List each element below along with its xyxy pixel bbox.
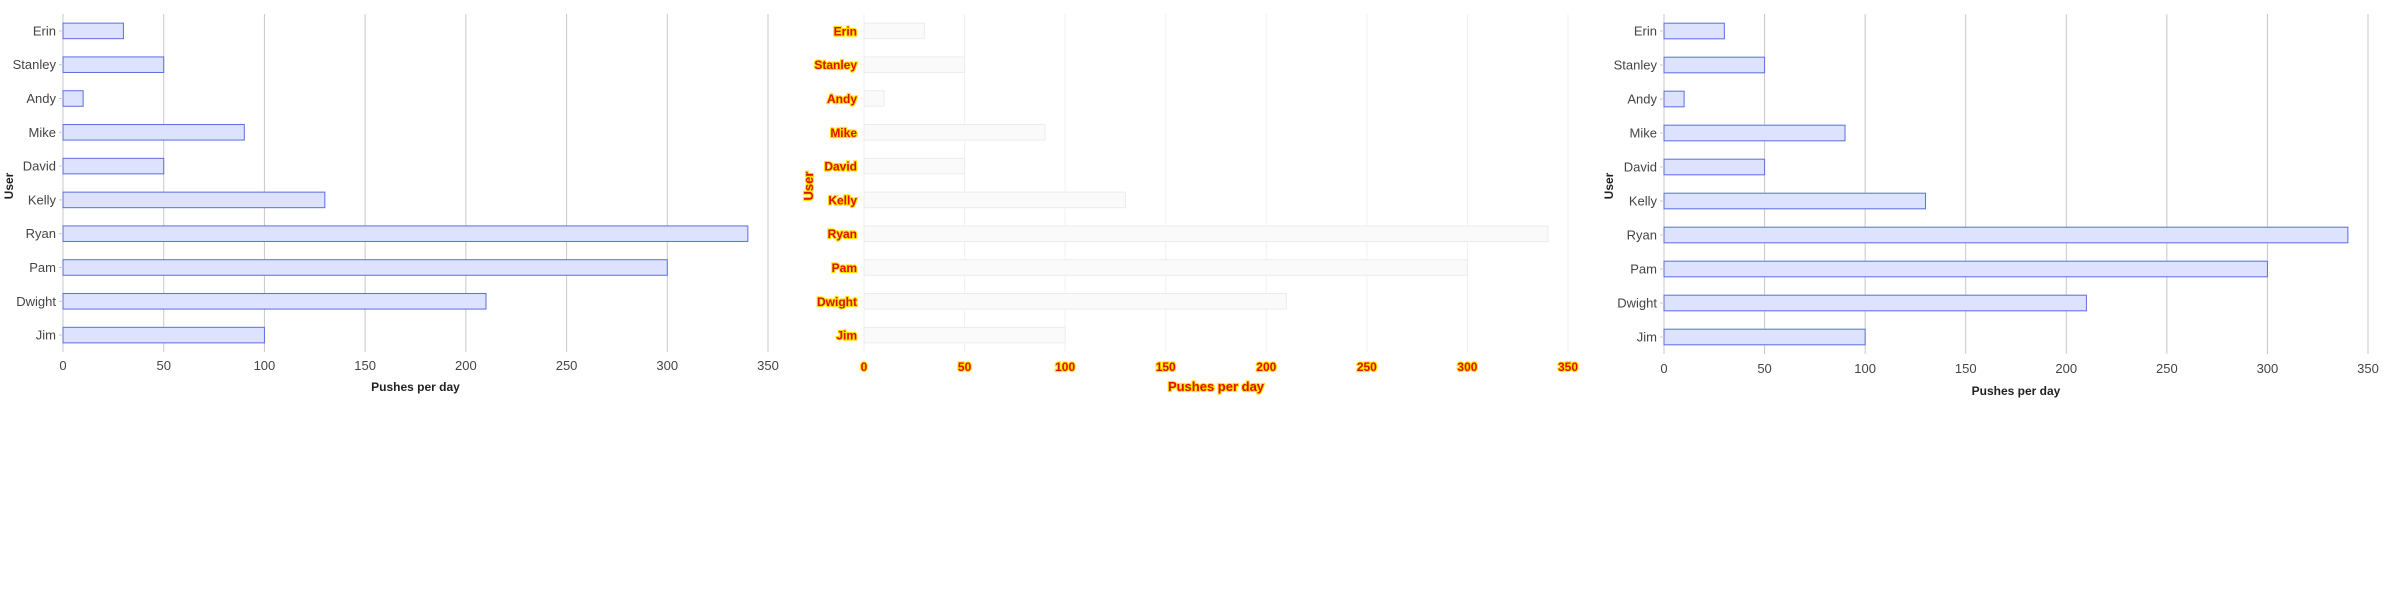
bar (62, 157, 165, 175)
bar (62, 191, 326, 209)
x-tick-label: 300 (1457, 360, 1477, 374)
category-label: Andy (26, 91, 56, 106)
x-tick-label: 150 (354, 358, 376, 373)
bar (62, 225, 749, 242)
category-label: Andy (827, 92, 857, 106)
bar (1663, 22, 1725, 40)
x-tick-label: 350 (1558, 360, 1578, 374)
pushes-chart-left: 0 50 100 150 200 250 300 350 Erin Stanley Andy Mike… (0, 0, 800, 600)
x-tick-label: 300 (656, 358, 678, 373)
category-label: Stanley (814, 58, 857, 72)
x-tick-label: 200 (455, 358, 477, 373)
bar (1663, 328, 1866, 346)
category-label: Stanley (13, 57, 57, 72)
category-label: Andy (1627, 92, 1657, 107)
x-tick-label: 150 (1955, 361, 1977, 376)
bar (863, 90, 885, 107)
chart-canvas: 0 50 100 150 200 250 300 350 Erin Stanley Andy Mike… (2, 14, 779, 394)
bar (62, 293, 487, 310)
bar (62, 56, 165, 73)
bar (1663, 260, 2268, 278)
pushes-chart-right: 0 50 100 150 200 250 300 350 Erin Stanley Andy Mike… (1600, 0, 2400, 600)
category-label: Jim (1637, 330, 1657, 345)
bar (863, 191, 1126, 209)
bar (1663, 158, 1766, 176)
bar (1663, 90, 1685, 108)
category-label: Jim (36, 328, 56, 343)
category-label: Pam (1630, 262, 1657, 277)
chart-canvas: 0 50 100 150 200 250 300 350 Erin Stanley Andy Mike… (800, 14, 1579, 395)
bar (62, 22, 124, 40)
x-tick-label: 50 (156, 358, 170, 373)
bar (1663, 226, 2349, 244)
category-label: David (824, 160, 857, 174)
x-tick-label: 50 (958, 360, 972, 374)
x-tick-label: 0 (59, 358, 66, 373)
y-axis-title: User (2, 172, 16, 199)
x-axis-title: Pushes per day (371, 380, 460, 394)
category-label: Dwight (16, 294, 56, 309)
x-tick-label: 200 (1256, 360, 1276, 374)
category-label: David (1624, 160, 1657, 175)
bar (62, 124, 245, 141)
x-tick-label: 100 (1854, 361, 1876, 376)
y-axis-title: User (1602, 172, 1616, 199)
bar (863, 225, 1549, 242)
pushes-chart-center: 0 50 100 150 200 250 300 350 Erin Stanley Andy Mike… (800, 0, 1600, 600)
x-tick-label: 300 (2257, 361, 2279, 376)
category-label: Mike (29, 125, 56, 140)
bar (863, 326, 1066, 344)
category-label: Pam (29, 260, 56, 275)
bar (863, 22, 925, 40)
x-tick-label: 0 (1660, 361, 1667, 376)
category-label: Erin (834, 24, 857, 38)
x-axis-title: Pushes per day (1168, 379, 1265, 394)
category-label: Mike (830, 126, 857, 140)
x-axis-title: Pushes per day (1972, 384, 2061, 398)
category-label: Kelly (828, 193, 857, 207)
category-label: Kelly (1629, 194, 1658, 209)
x-tick-label: 50 (1757, 361, 1771, 376)
x-tick-label: 350 (757, 358, 779, 373)
category-label: Erin (33, 23, 56, 38)
bar (62, 326, 265, 344)
x-tick-label: 350 (2357, 361, 2379, 376)
bar (1663, 124, 1846, 142)
category-label: David (23, 159, 56, 174)
x-tick-label: 150 (1156, 360, 1176, 374)
bar (62, 259, 668, 276)
category-label: Erin (1634, 24, 1657, 39)
bar (1663, 192, 1926, 210)
x-tick-label: 250 (2156, 361, 2178, 376)
bar (1663, 56, 1766, 74)
category-label: Stanley (1614, 58, 1658, 73)
category-label: Dwight (817, 295, 857, 309)
x-tick-label: 100 (254, 358, 276, 373)
x-tick-label: 200 (2055, 361, 2077, 376)
bar (863, 124, 1046, 141)
bar (863, 157, 966, 175)
x-tick-label: 250 (556, 358, 578, 373)
category-label: Dwight (1617, 296, 1657, 311)
category-label: Pam (832, 261, 857, 275)
bar (863, 56, 966, 73)
category-label: Mike (1630, 126, 1657, 141)
bar (62, 90, 84, 107)
bar (863, 293, 1287, 310)
category-label: Ryan (26, 226, 56, 241)
x-tick-label: 250 (1357, 360, 1377, 374)
bar (1663, 294, 2087, 312)
y-axis-title: User (801, 172, 816, 201)
x-tick-label: 100 (1055, 360, 1075, 374)
category-label: Jim (836, 329, 857, 343)
category-label: Ryan (1627, 228, 1657, 243)
chart-canvas: 0 50 100 150 200 250 300 350 Erin Stanley Andy Mike… (1602, 14, 2379, 398)
bar (863, 259, 1468, 276)
category-label: Kelly (28, 192, 57, 207)
category-label: Ryan (828, 227, 857, 241)
x-tick-label: 0 (861, 360, 868, 374)
